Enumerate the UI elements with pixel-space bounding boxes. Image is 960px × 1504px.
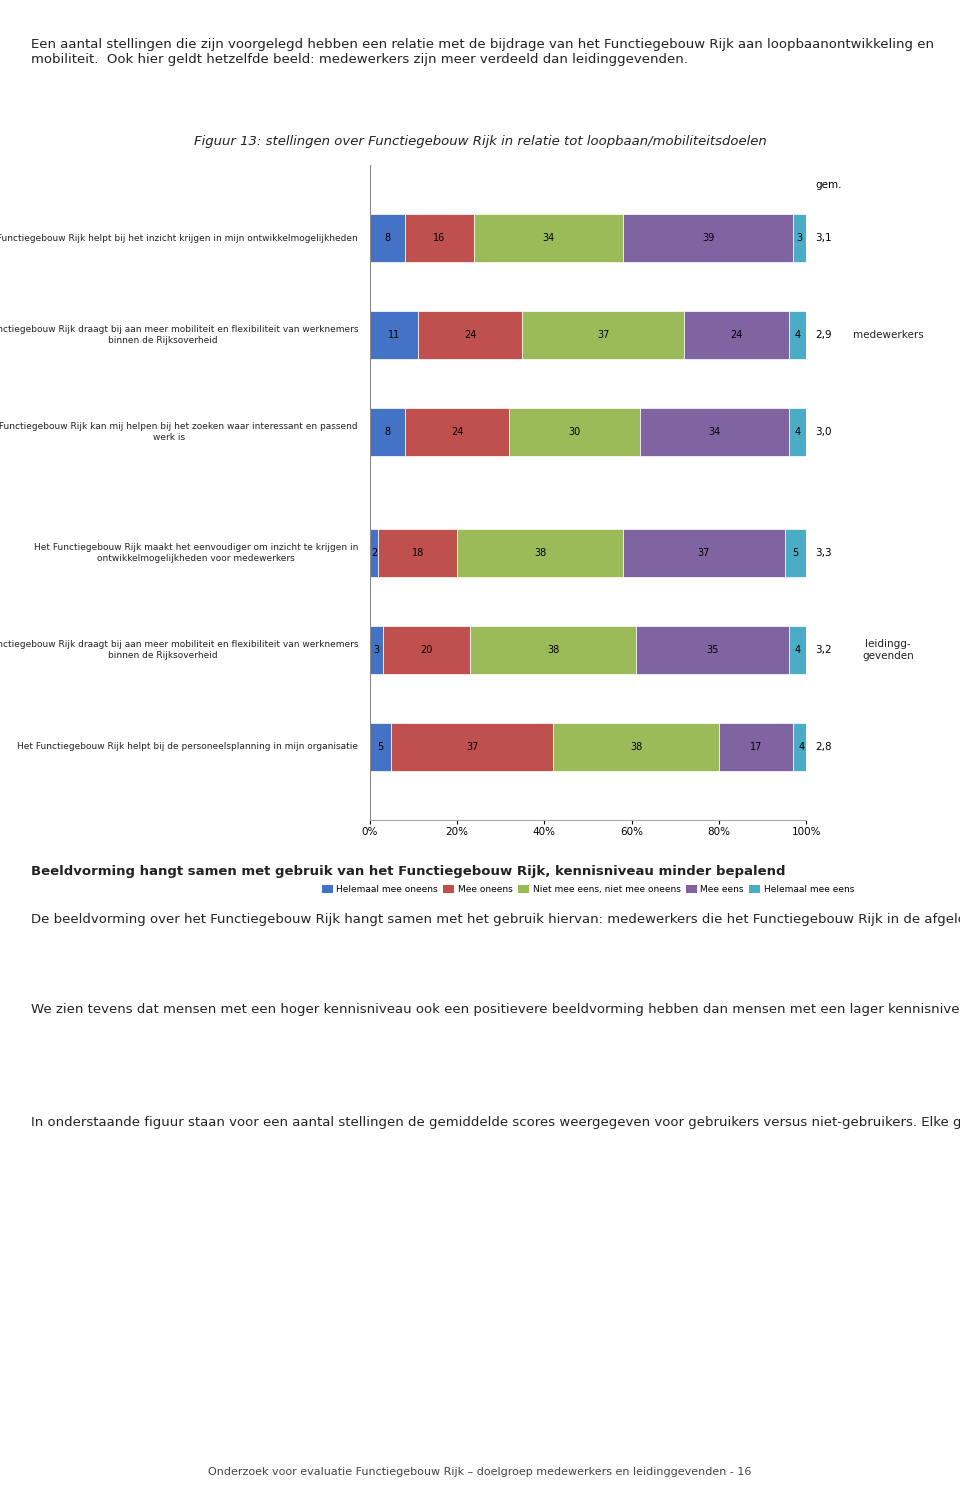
Bar bbox=[789, 626, 806, 674]
Legend: Helemaal mee oneens, Mee oneens, Niet mee eens, niet mee oneens, Mee eens, Helem: Helemaal mee oneens, Mee oneens, Niet me… bbox=[321, 883, 855, 896]
Bar bbox=[457, 529, 623, 578]
Text: 38: 38 bbox=[547, 645, 559, 656]
Bar bbox=[470, 626, 636, 674]
Text: 3,0: 3,0 bbox=[815, 427, 831, 438]
Text: 4: 4 bbox=[795, 329, 801, 340]
Text: Het Functiegebouw Rijk draagt bij aan meer mobiliteit en flexibiliteit van werkn: Het Functiegebouw Rijk draagt bij aan me… bbox=[0, 641, 358, 660]
Bar bbox=[474, 214, 623, 262]
Text: 11: 11 bbox=[388, 329, 399, 340]
Text: 34: 34 bbox=[542, 233, 555, 244]
Bar bbox=[553, 723, 719, 772]
Bar bbox=[404, 408, 510, 456]
Bar bbox=[522, 311, 684, 359]
Bar bbox=[378, 529, 457, 578]
Bar bbox=[370, 626, 383, 674]
Text: 2: 2 bbox=[371, 547, 377, 558]
Text: 20: 20 bbox=[420, 645, 433, 656]
Text: In onderstaande figuur staan voor een aantal stellingen de gemiddelde scores wee: In onderstaande figuur staan voor een aa… bbox=[31, 1116, 960, 1130]
Text: 37: 37 bbox=[466, 741, 478, 752]
Text: Een aantal stellingen die zijn voorgelegd hebben een relatie met de bijdrage van: Een aantal stellingen die zijn voorgeleg… bbox=[31, 38, 934, 66]
Text: leidingg-
gevenden: leidingg- gevenden bbox=[862, 639, 914, 660]
Text: Het Functiegebouw Rijk maakt het eenvoudiger om inzicht te krijgen in
ontwikkelm: Het Functiegebouw Rijk maakt het eenvoud… bbox=[34, 543, 358, 562]
Text: 38: 38 bbox=[534, 547, 546, 558]
Text: De beeldvorming over het Functiegebouw Rijk hangt samen met het gebruik hiervan:: De beeldvorming over het Functiegebouw R… bbox=[31, 913, 960, 926]
Text: Beeldvorming hangt samen met gebruik van het Functiegebouw Rijk, kennisniveau mi: Beeldvorming hangt samen met gebruik van… bbox=[31, 865, 785, 878]
Bar bbox=[789, 408, 806, 456]
Text: Het Functiegebouw Rijk helpt bij het inzicht krijgen in mijn ontwikkelmogelijkhe: Het Functiegebouw Rijk helpt bij het inz… bbox=[0, 233, 358, 242]
Text: 5: 5 bbox=[377, 741, 384, 752]
Text: 2,9: 2,9 bbox=[815, 329, 831, 340]
Text: 18: 18 bbox=[412, 547, 423, 558]
Bar bbox=[793, 723, 811, 772]
Text: 16: 16 bbox=[433, 233, 445, 244]
Text: Het Functiegebouw Rijk helpt bij de personeelsplanning in mijn organisatie: Het Functiegebouw Rijk helpt bij de pers… bbox=[17, 743, 358, 752]
Bar bbox=[793, 214, 806, 262]
Bar bbox=[623, 214, 793, 262]
Text: 39: 39 bbox=[702, 233, 714, 244]
Text: 4: 4 bbox=[799, 741, 805, 752]
Text: 35: 35 bbox=[707, 645, 719, 656]
Bar bbox=[510, 408, 640, 456]
Text: Het Functiegebouw Rijk kan mij helpen bij het zoeken waar interessant en passend: Het Functiegebouw Rijk kan mij helpen bi… bbox=[0, 423, 358, 442]
Text: 3,1: 3,1 bbox=[815, 233, 831, 244]
Text: 3: 3 bbox=[797, 233, 803, 244]
Text: 3,3: 3,3 bbox=[815, 547, 831, 558]
Bar bbox=[404, 214, 474, 262]
Text: 4: 4 bbox=[795, 645, 801, 656]
Bar bbox=[636, 626, 789, 674]
Text: 24: 24 bbox=[731, 329, 743, 340]
Text: medewerkers: medewerkers bbox=[852, 329, 924, 340]
Text: 38: 38 bbox=[630, 741, 642, 752]
Bar bbox=[392, 723, 553, 772]
Text: 3,2: 3,2 bbox=[815, 645, 831, 656]
Text: 30: 30 bbox=[568, 427, 581, 438]
Bar bbox=[383, 626, 470, 674]
Text: 34: 34 bbox=[708, 427, 721, 438]
Text: 3: 3 bbox=[373, 645, 379, 656]
Text: Onderzoek voor evaluatie Functiegebouw Rijk – doelgroep medewerkers en leidingge: Onderzoek voor evaluatie Functiegebouw R… bbox=[208, 1466, 752, 1477]
Bar bbox=[789, 311, 806, 359]
Text: 24: 24 bbox=[464, 329, 476, 340]
Bar bbox=[370, 214, 404, 262]
Bar bbox=[418, 311, 522, 359]
Text: We zien tevens dat mensen met een hoger kennisniveau ook een positievere beeldvo: We zien tevens dat mensen met een hoger … bbox=[31, 1003, 960, 1017]
Bar bbox=[640, 408, 789, 456]
Bar bbox=[370, 311, 418, 359]
Text: 37: 37 bbox=[597, 329, 610, 340]
Text: 5: 5 bbox=[792, 547, 799, 558]
Text: Het Functiegebouw Rijk draagt bij aan meer mobiliteit en flexibiliteit van werkn: Het Functiegebouw Rijk draagt bij aan me… bbox=[0, 325, 358, 344]
Bar bbox=[684, 311, 789, 359]
Text: 37: 37 bbox=[698, 547, 710, 558]
Bar bbox=[370, 408, 404, 456]
Text: 2,8: 2,8 bbox=[815, 741, 831, 752]
Text: 4: 4 bbox=[795, 427, 801, 438]
Bar bbox=[719, 723, 793, 772]
Bar bbox=[370, 723, 392, 772]
Bar bbox=[370, 529, 378, 578]
Text: 17: 17 bbox=[750, 741, 762, 752]
Bar bbox=[784, 529, 806, 578]
Text: 24: 24 bbox=[451, 427, 463, 438]
Text: Figuur 13: stellingen over Functiegebouw Rijk in relatie tot loopbaan/mobiliteit: Figuur 13: stellingen over Functiegebouw… bbox=[194, 135, 766, 149]
Bar bbox=[623, 529, 784, 578]
Text: 8: 8 bbox=[384, 233, 390, 244]
Text: 8: 8 bbox=[384, 427, 390, 438]
Text: gem.: gem. bbox=[815, 180, 842, 190]
